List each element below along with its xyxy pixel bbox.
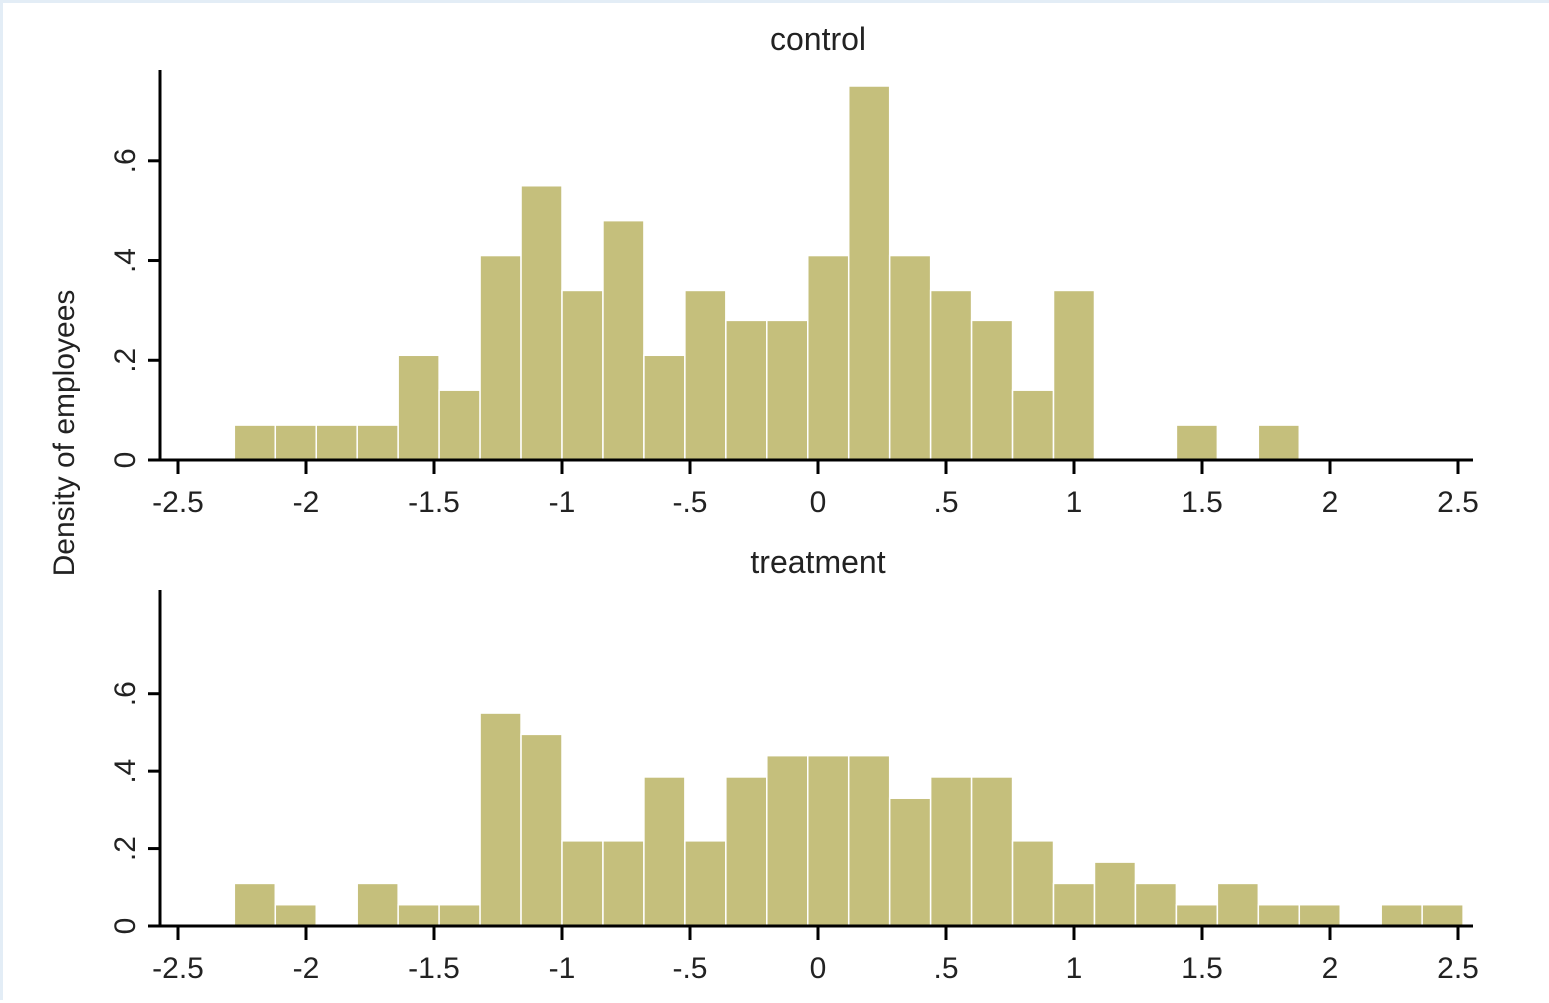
histogram-bar — [970, 776, 1014, 927]
histogram-bar — [1298, 903, 1341, 927]
histogram-bar — [1421, 903, 1464, 927]
x-tick-label: -.5 — [672, 952, 707, 985]
y-tick-label: 0 — [109, 918, 142, 935]
x-tick-label: -.5 — [672, 486, 707, 519]
histogram-bar — [356, 424, 399, 461]
histogram-bar — [397, 354, 440, 461]
y-tick-label: .2 — [109, 348, 142, 373]
histogram-bar — [561, 840, 604, 927]
y-tick-label: .4 — [109, 759, 142, 784]
histogram-bar — [1011, 840, 1055, 927]
histogram-bar — [929, 776, 973, 927]
histogram-bar — [766, 754, 809, 927]
histogram-bar — [1011, 389, 1055, 461]
histogram-bar — [684, 289, 727, 461]
histogram-bar — [438, 903, 481, 927]
x-tick-label: -1.5 — [408, 486, 460, 519]
panel-title: control — [770, 21, 866, 57]
histogram-bar — [970, 319, 1014, 461]
x-tick-label: -2 — [293, 952, 320, 985]
y-tick-label: .6 — [109, 681, 142, 706]
x-tick-label: 2 — [1322, 952, 1339, 985]
histogram-bar — [1380, 903, 1423, 927]
histogram-bar — [1175, 424, 1219, 461]
x-tick-label: 0 — [810, 952, 827, 985]
histogram-bar — [233, 424, 277, 461]
histogram-bar — [561, 289, 604, 461]
x-tick-label: 1 — [1066, 486, 1083, 519]
histogram-bar — [602, 219, 645, 461]
x-tick-label: 2.5 — [1437, 486, 1479, 519]
x-tick-label: -2.5 — [152, 952, 204, 985]
histogram-bar — [1257, 903, 1301, 927]
treatment-histogram-panel: 0 .2 .4 .6 -2.5 -2 -1.5 -1 -.5 0 .5 1 1.5 2 2.5 treatme… — [109, 544, 1479, 985]
x-tick-label: .5 — [933, 486, 958, 519]
histogram-bar — [847, 85, 891, 461]
histogram-bar — [274, 424, 317, 461]
histogram-bar — [684, 840, 727, 927]
histogram-bar — [807, 254, 850, 461]
x-tick-label: 0 — [810, 486, 827, 519]
x-tick-label: 2.5 — [1437, 952, 1479, 985]
y-tick-label: 0 — [109, 452, 142, 469]
histogram-bar — [888, 254, 932, 461]
x-tick-label: -1 — [549, 952, 576, 985]
histogram-bar — [520, 733, 563, 927]
histogram-bar — [725, 776, 768, 927]
x-tick-label: -2 — [293, 486, 320, 519]
y-tick-label: .2 — [109, 836, 142, 861]
histogram-bar — [315, 424, 358, 461]
histogram-bar — [643, 776, 686, 927]
x-tick-label: -1.5 — [408, 952, 460, 985]
control-histogram-panel: 0 .2 .4 .6 -2.5 -2 -1.5 -1 -.5 0 .5 1 1.5 2 2.5 control — [109, 21, 1479, 519]
x-tick-label: 1 — [1066, 952, 1083, 985]
histogram-bar — [356, 882, 399, 927]
histogram-bar — [1052, 882, 1096, 927]
histogram-bar — [1052, 289, 1096, 461]
histogram-bar — [479, 254, 522, 461]
histogram-bar — [929, 289, 973, 461]
y-tick-label: .4 — [109, 248, 142, 273]
histogram-bar — [1216, 882, 1260, 927]
y-tick-label: .6 — [109, 148, 142, 173]
histogram-bar — [274, 903, 317, 927]
histogram-bar — [1093, 861, 1137, 927]
x-tick-label: -2.5 — [152, 486, 204, 519]
histogram-bar — [643, 354, 686, 461]
histogram-bar — [1175, 903, 1219, 927]
histogram-bar — [438, 389, 481, 461]
histogram-bar — [807, 754, 850, 927]
histogram-bar — [1134, 882, 1178, 927]
x-tick-label: 1.5 — [1181, 486, 1223, 519]
histogram-bar — [847, 754, 891, 927]
histogram-bar — [397, 903, 440, 927]
x-tick-label: 2 — [1322, 486, 1339, 519]
panel-title: treatment — [750, 544, 885, 580]
histogram-bar — [766, 319, 809, 461]
x-tick-label: .5 — [933, 952, 958, 985]
histogram-bar — [725, 319, 768, 461]
histogram-bar — [888, 797, 932, 927]
x-tick-label: -1 — [549, 486, 576, 519]
histogram-bar — [1257, 424, 1301, 461]
x-tick-label: 1.5 — [1181, 952, 1223, 985]
histogram-bar — [602, 840, 645, 927]
histogram-bar — [233, 882, 277, 927]
histogram-bar — [520, 184, 563, 461]
histogram-bar — [479, 712, 522, 927]
